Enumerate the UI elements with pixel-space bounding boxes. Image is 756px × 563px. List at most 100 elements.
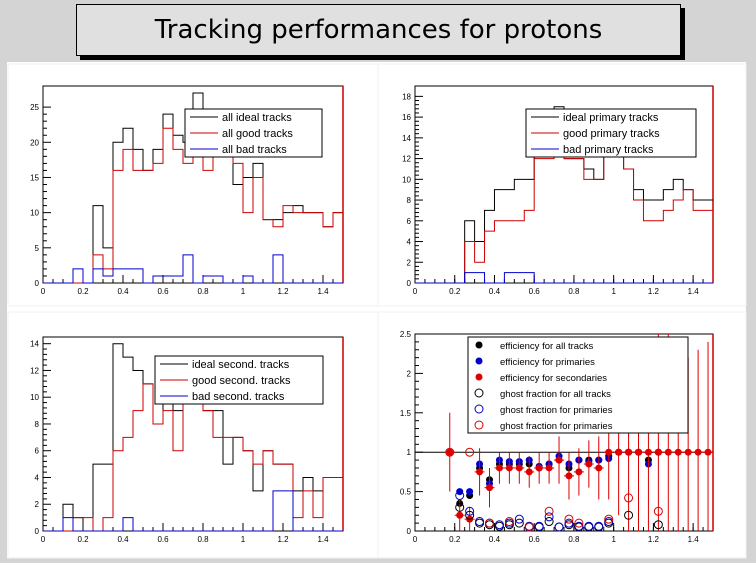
y-tick-label: 6 <box>407 217 412 226</box>
legend-label: good second. tracks <box>192 375 291 387</box>
data-point <box>544 517 554 527</box>
data-point <box>535 464 543 472</box>
data-point <box>494 520 504 530</box>
data-point <box>604 514 614 524</box>
data-point <box>584 521 594 531</box>
x-tick-label: 0.6 <box>529 287 541 296</box>
data-point <box>555 456 563 464</box>
x-tick-label: 1 <box>611 287 616 296</box>
y-tick-label: 0 <box>407 279 412 288</box>
y-tick-label: 10 <box>402 175 411 184</box>
legend-marker <box>474 420 484 430</box>
data-point <box>544 512 554 522</box>
data-point <box>466 488 474 496</box>
x-tick-label: 0.2 <box>77 535 89 544</box>
data-point <box>575 468 583 476</box>
data-point <box>654 448 662 456</box>
x-tick-label: 0.8 <box>197 535 209 544</box>
x-tick-label: 0 <box>41 535 46 544</box>
y-tick-label: 4 <box>35 473 40 482</box>
y-tick-label: 12 <box>402 155 411 164</box>
histogram-series <box>43 490 343 532</box>
y-tick-label: 1.5 <box>400 409 412 418</box>
data-point <box>445 447 455 457</box>
y-tick-label: 10 <box>30 393 39 402</box>
x-tick-label: 1 <box>241 535 246 544</box>
data-point <box>465 510 475 520</box>
x-tick-label: 0.6 <box>157 287 169 296</box>
y-tick-label: 2 <box>407 369 412 378</box>
data-point <box>486 484 493 492</box>
x-tick-label: 1.2 <box>277 287 289 296</box>
y-tick-label: 25 <box>30 103 39 112</box>
x-tick-label: 0.2 <box>77 287 89 296</box>
data-point <box>595 464 603 472</box>
x-tick-label: 1.4 <box>317 535 329 544</box>
data-point <box>574 521 584 531</box>
pad-efficiency: 0 0.5 1 1.5 2 2.5 0 0.2 0.4 0.6 0.8 1 1.2 1.4 efficien… <box>377 311 747 559</box>
x-tick-label: 1.2 <box>648 287 660 296</box>
x-tick-label: 0.2 <box>449 287 461 296</box>
legend-label: efficiency for secondaries <box>500 373 607 384</box>
legend-label: all bad tracks <box>222 144 287 156</box>
data-point <box>544 506 554 516</box>
y-tick-label: 18 <box>402 92 411 101</box>
x-tick-label: 0.4 <box>117 535 129 544</box>
legend-marker <box>475 341 483 349</box>
y-tick-label: 0 <box>35 279 40 288</box>
legend-label: efficiency for primaries <box>500 357 595 368</box>
x-tick-label: 1 <box>241 287 246 296</box>
legend-label: efficiency for all tracks <box>500 341 594 352</box>
pad-all-tracks: 0 5 10 15 20 25 0 0.2 0.4 0.6 0.8 1 1.2 1.4 all ideal … <box>7 63 381 307</box>
y-tick-label: 8 <box>407 196 412 205</box>
data-point <box>455 502 465 512</box>
legend-marker <box>474 388 484 398</box>
y-tick-label: 15 <box>30 173 39 182</box>
data-point <box>624 493 634 503</box>
data-point <box>465 506 475 516</box>
data-point <box>485 518 494 528</box>
y-tick-label: 2.5 <box>400 330 412 339</box>
data-point <box>534 521 544 531</box>
data-point <box>653 506 663 516</box>
data-point <box>624 510 634 520</box>
x-tick-label: 1.2 <box>277 535 289 544</box>
legend-label: ghost fraction for primaries <box>500 421 613 432</box>
legend-marker <box>474 404 484 414</box>
data-point <box>585 460 593 468</box>
histogram-series <box>415 272 713 284</box>
data-point <box>475 517 485 527</box>
data-point <box>564 514 574 524</box>
data-point <box>674 448 682 456</box>
y-tick-label: 14 <box>30 340 39 349</box>
legend-label: all good tracks <box>222 128 293 140</box>
x-tick-label: 0.6 <box>529 535 541 544</box>
y-tick-label: 20 <box>30 138 39 147</box>
x-tick-label: 0 <box>413 287 418 296</box>
y-tick-label: 0 <box>407 527 412 536</box>
data-point <box>664 448 672 456</box>
x-tick-label: 1 <box>611 535 616 544</box>
x-tick-label: 0.8 <box>568 535 580 544</box>
data-point <box>554 522 564 532</box>
data-point <box>495 464 503 472</box>
data-point <box>446 448 454 456</box>
x-tick-label: 0.8 <box>197 287 209 296</box>
chart-title: Tracking performances for protons <box>76 4 681 56</box>
data-point <box>574 518 584 528</box>
y-tick-label: 2 <box>407 258 412 267</box>
data-point <box>604 517 614 527</box>
y-tick-label: 5 <box>35 244 40 253</box>
data-point <box>594 521 604 531</box>
y-tick-label: 8 <box>35 420 40 429</box>
data-point <box>514 518 524 528</box>
data-point <box>565 472 573 480</box>
x-tick-label: 0 <box>41 287 46 296</box>
legend-label: good primary tracks <box>563 128 660 140</box>
y-tick-label: 1 <box>407 448 412 457</box>
histogram-series <box>43 254 343 284</box>
x-tick-label: 0.8 <box>568 287 580 296</box>
data-point <box>505 464 513 472</box>
x-tick-label: 0.4 <box>489 535 501 544</box>
y-tick-label: 6 <box>35 447 40 456</box>
